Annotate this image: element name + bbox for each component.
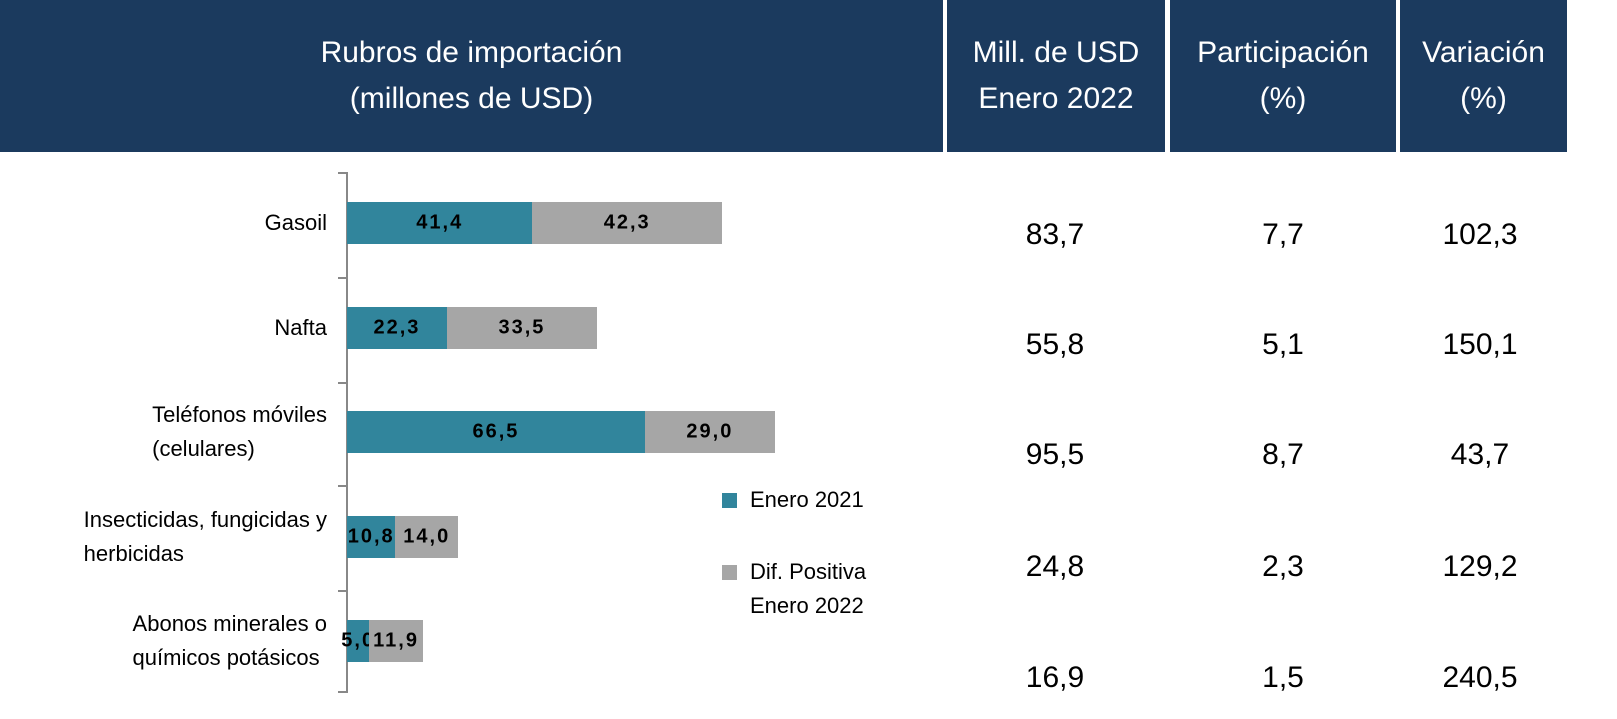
value-label: 33,5 bbox=[498, 316, 546, 339]
table-value: 83,7 bbox=[1025, 218, 1085, 251]
axis-tick bbox=[338, 485, 348, 487]
bar-segment bbox=[347, 516, 396, 558]
value-label: 42,3 bbox=[603, 211, 651, 234]
table-value: 16,9 bbox=[1025, 661, 1085, 694]
axis-tick bbox=[338, 277, 348, 279]
legend-swatch bbox=[722, 493, 737, 508]
bar-segment bbox=[446, 307, 597, 349]
table-value: 43,7 bbox=[1450, 438, 1510, 471]
category-label: Teléfonos móviles (celulares) bbox=[152, 402, 327, 461]
table-value: 5,1 bbox=[1262, 328, 1304, 361]
legend-label: Enero 2021 bbox=[750, 487, 864, 512]
bar-segment bbox=[644, 411, 775, 453]
table-value: 7,7 bbox=[1262, 218, 1304, 251]
header-text: (millones de USD) bbox=[349, 82, 594, 115]
header-cell: Rubros de importación (millones de USD) bbox=[0, 0, 943, 152]
category-label: Abonos minerales o químicos potásicos bbox=[132, 611, 327, 670]
axis-tick bbox=[338, 172, 348, 174]
axis-tick bbox=[338, 382, 348, 384]
bar-segment bbox=[347, 620, 370, 662]
bar-segment bbox=[369, 620, 423, 662]
category-label: Nafta bbox=[274, 315, 327, 340]
table-value: 8,7 bbox=[1262, 438, 1304, 471]
header-text: (%) bbox=[1259, 82, 1307, 115]
header-text: (%) bbox=[1460, 82, 1507, 115]
table-value: 2,3 bbox=[1262, 550, 1304, 583]
header-cell: Mill. de USD Enero 2022 bbox=[947, 0, 1165, 152]
value-label: 11,9 bbox=[373, 629, 419, 652]
legend-label: Dif. Positiva Enero 2022 bbox=[750, 559, 867, 618]
header-text: Mill. de USD bbox=[972, 36, 1140, 69]
table-value: 240,5 bbox=[1442, 661, 1518, 694]
header-cell: Variación (%) bbox=[1400, 0, 1567, 152]
category-label: Gasoil bbox=[264, 210, 327, 235]
bar-segment bbox=[532, 202, 722, 244]
table-value: 102,3 bbox=[1442, 218, 1518, 251]
bar-segment bbox=[347, 307, 447, 349]
table-value: 129,2 bbox=[1442, 550, 1518, 583]
value-label: 5,0 bbox=[341, 629, 376, 652]
bar-segment bbox=[395, 516, 459, 558]
bar-segment bbox=[347, 202, 533, 244]
value-label: 41,4 bbox=[416, 211, 464, 234]
value-label: 29,0 bbox=[686, 420, 734, 443]
table-value: 55,8 bbox=[1025, 328, 1085, 361]
value-label: 14,0 bbox=[403, 525, 451, 548]
category-label: Insecticidas, fungicidas y herbicidas bbox=[83, 507, 327, 566]
value-label: 10,8 bbox=[347, 525, 395, 548]
table-value: 150,1 bbox=[1442, 328, 1518, 361]
legend-swatch bbox=[722, 565, 737, 580]
value-label: 22,3 bbox=[373, 316, 421, 339]
header-text: Variación bbox=[1422, 36, 1545, 69]
axis-tick bbox=[338, 691, 348, 693]
axis-tick bbox=[338, 590, 348, 592]
header-text: Rubros de importación bbox=[320, 36, 623, 69]
header-cell: Participación (%) bbox=[1170, 0, 1396, 152]
header-text: Enero 2022 bbox=[978, 82, 1134, 115]
value-label: 66,5 bbox=[472, 420, 520, 443]
table-value: 95,5 bbox=[1025, 438, 1085, 471]
bar-segment bbox=[347, 411, 645, 453]
header-text: Participación bbox=[1197, 36, 1369, 69]
table-value: 1,5 bbox=[1262, 661, 1304, 694]
table-value: 24,8 bbox=[1025, 550, 1085, 583]
